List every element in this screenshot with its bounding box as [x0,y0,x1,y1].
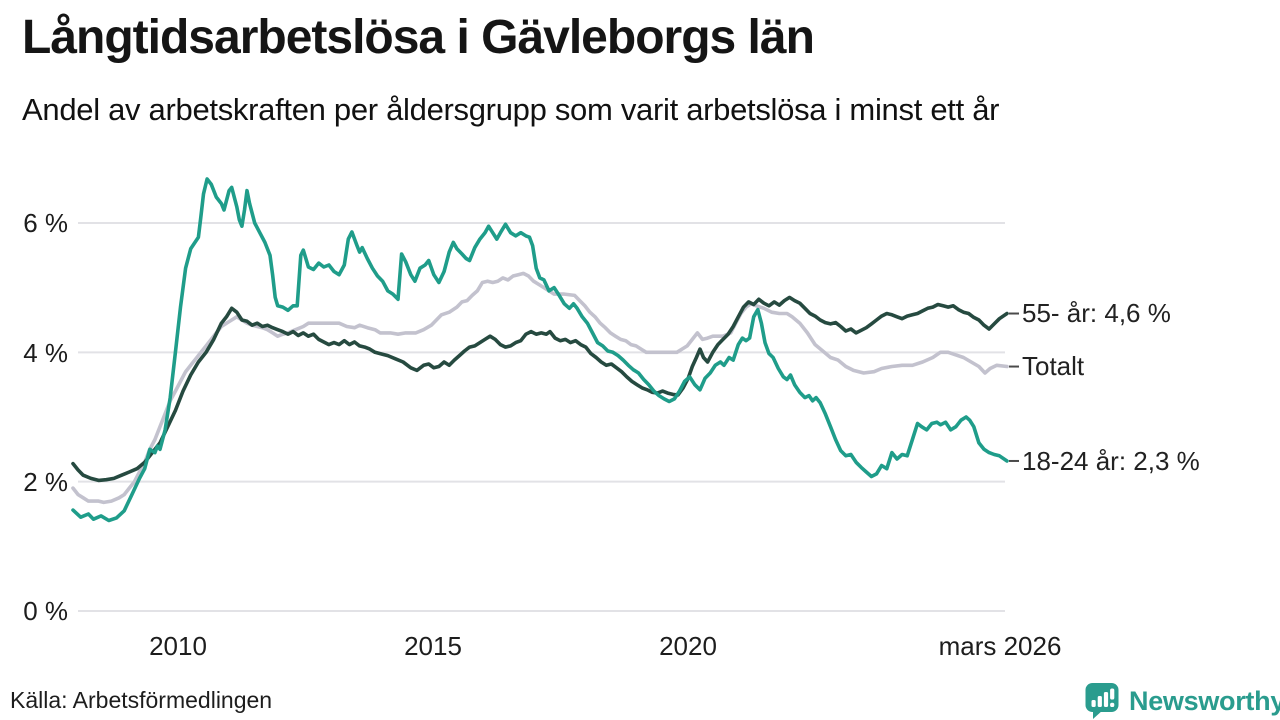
page-title: Långtidsarbetslösa i Gävleborgs län [22,11,815,64]
series-label-totalt: Totalt [1022,351,1085,381]
series-label-55: 55- år: 4,6 % [1022,298,1171,328]
y-axis-label-6: 6 % [23,208,68,238]
series-label-18-24: 18-24 år: 2,3 % [1022,446,1200,476]
x-axis-label-mars-2026: mars 2026 [938,631,1062,661]
newsworthy-chart-bubble-icon [1085,683,1119,719]
newsworthy-logo[interactable]: Newsworthy [1084,682,1280,720]
series-line-totalt [71,271,1009,505]
series-line-55-r [71,295,1009,483]
series-line-18-24-r [71,177,1009,523]
y-axis-label-0: 0 % [23,596,68,626]
newsworthy-wordmark: Newsworthy [1129,685,1280,716]
page-subtitle: Andel av arbetskraften per åldersgrupp s… [22,92,1000,127]
x-axis-label-2020: 2020 [659,631,717,661]
y-axis-label-4: 4 % [23,338,68,368]
source-note: Källa: Arbetsförmedlingen [10,687,273,713]
x-axis-label-2015: 2015 [404,631,462,661]
x-axis-label-2010: 2010 [149,631,207,661]
y-axis-label-2: 2 % [23,467,68,497]
